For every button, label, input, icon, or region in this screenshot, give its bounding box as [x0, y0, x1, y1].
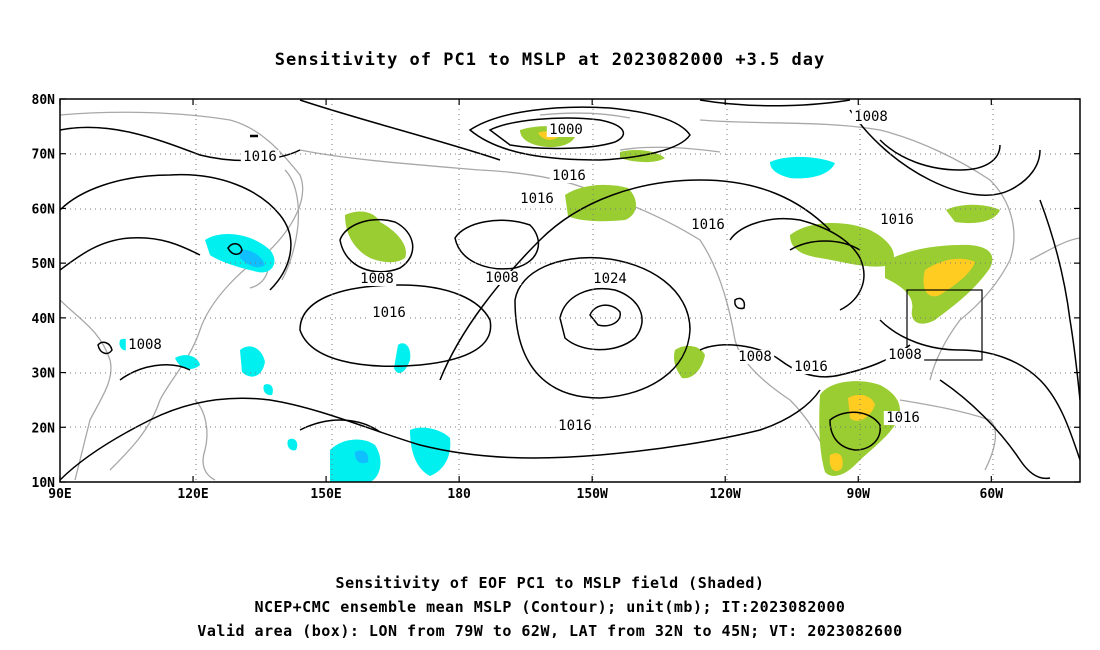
lat-label: 80N — [32, 93, 56, 108]
lat-label: 60N — [32, 202, 56, 217]
lat-label: 30N — [32, 367, 56, 382]
lat-label: 40N — [32, 312, 56, 327]
lat-label: 10N — [32, 476, 56, 491]
lon-labels: 90E 120E 150E 180 150W 120W 90W 60W — [48, 487, 1003, 502]
coastlines — [60, 111, 1080, 481]
axis-ticks — [59, 98, 1080, 483]
lon-label: 90E — [48, 487, 71, 502]
caption-line-2: NCEP+CMC ensemble mean MSLP (Contour); u… — [254, 598, 846, 616]
contour-label: 1008 — [360, 271, 394, 287]
sensitivity-map: 1000 1016 1016 1016 1008 1008 1008 1016 1024 1016… — [32, 93, 1081, 502]
chart-title: Sensitivity of PC1 to MSLP at 2023082000… — [274, 50, 826, 70]
contour-label: 1016 — [558, 418, 592, 434]
contour-label: 1016 — [886, 410, 920, 426]
contour-label: 1016 — [880, 212, 914, 228]
contour-label: 1008 — [854, 109, 888, 125]
lat-label: 50N — [32, 257, 56, 272]
contour-label: 1008 — [738, 349, 772, 365]
lon-label: 120E — [177, 487, 208, 502]
contour-label: 1016 — [520, 191, 554, 207]
contour-label: 1024 — [593, 271, 627, 287]
lat-label: 20N — [32, 421, 56, 436]
grid — [60, 99, 1080, 482]
contour-label: 1016 — [552, 168, 586, 184]
caption-line-1: Sensitivity of EOF PC1 to MSLP field (Sh… — [335, 574, 765, 592]
lon-label: 90W — [847, 487, 871, 502]
lon-label: 120W — [710, 487, 741, 502]
lat-labels: 80N 70N 60N 50N 40N 30N 20N 10N — [32, 93, 56, 491]
contour-label: 1016 — [691, 217, 725, 233]
lon-label: 150E — [310, 487, 341, 502]
sensitivity-shading — [119, 126, 1000, 482]
lon-label: 60W — [980, 487, 1004, 502]
lat-label: 70N — [32, 148, 56, 163]
lon-label: 180 — [447, 487, 471, 502]
contour-label: 1008 — [888, 347, 922, 363]
contour-label: 1008 — [485, 270, 519, 286]
valid-area-box — [906, 289, 983, 361]
plot-frame — [59, 98, 1081, 483]
contour-label: 1008 — [128, 337, 162, 353]
contour-label: 1016 — [794, 359, 828, 375]
contour-label: 1016 — [372, 305, 406, 321]
contour-labels: 1000 1016 1016 1016 1008 1008 1008 1016 1024 1016… — [125, 109, 925, 434]
contour-label: 1016 — [243, 149, 277, 165]
mslp-contours — [60, 99, 1080, 481]
contour-label: 1000 — [549, 122, 583, 138]
caption-line-3: Valid area (box): LON from 79W to 62W, L… — [197, 622, 903, 640]
lon-label: 150W — [577, 487, 608, 502]
